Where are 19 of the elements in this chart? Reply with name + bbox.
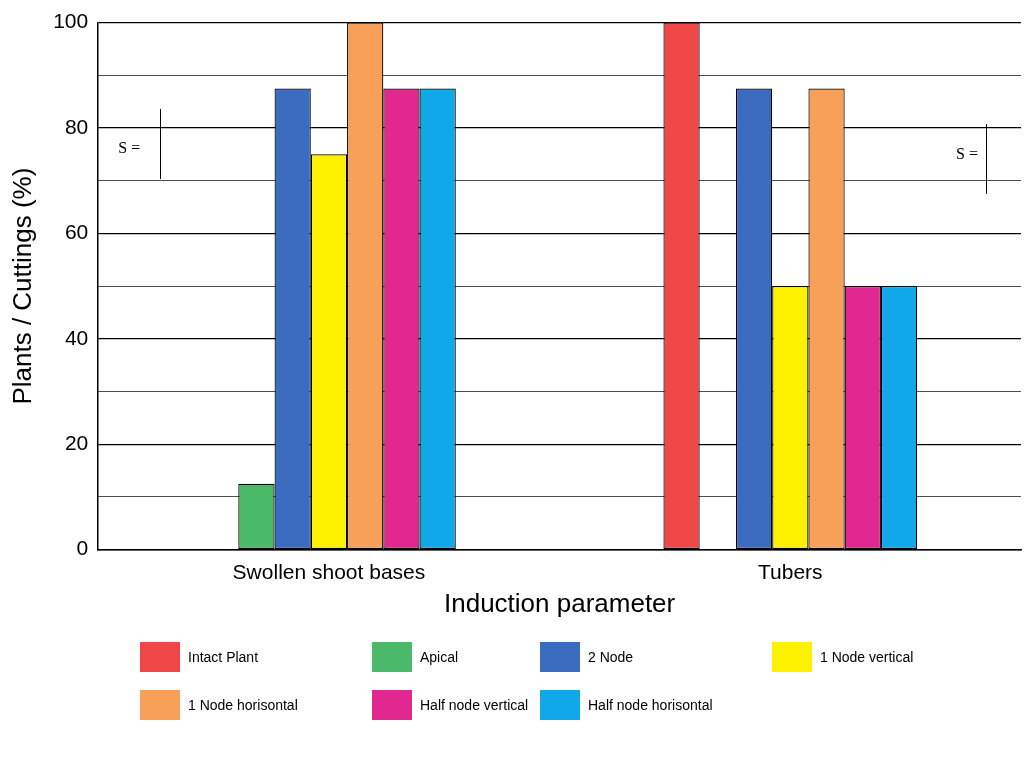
legend-label: Half node horisontal — [588, 697, 713, 713]
y-tick-label: 80 — [64, 114, 89, 138]
legend-label: Apical — [420, 649, 459, 665]
y-tick-label: 0 — [76, 536, 89, 560]
legend-label: 1 Node vertical — [820, 649, 914, 665]
annotation: S = — [956, 144, 978, 162]
legend-label: Intact Plant — [188, 649, 259, 665]
legend-label: 2 Node — [588, 649, 634, 665]
x-tick-label: Swollen shoot bases — [232, 560, 426, 583]
y-tick-label: 100 — [53, 9, 89, 33]
y-tick-label: 20 — [64, 431, 89, 454]
y-tick-label: 60 — [64, 220, 89, 244]
annotation: S = — [118, 139, 141, 157]
x-axis-title: Induction parameter — [443, 587, 676, 618]
x-tick-label: Tubers — [758, 560, 823, 583]
y-axis-title: Plants / Cuttings (%) — [6, 167, 37, 405]
y-tick-label: 40 — [64, 325, 89, 349]
legend-label: Half node vertical — [420, 697, 529, 713]
legend-label: 1 Node horisontal — [188, 697, 298, 713]
